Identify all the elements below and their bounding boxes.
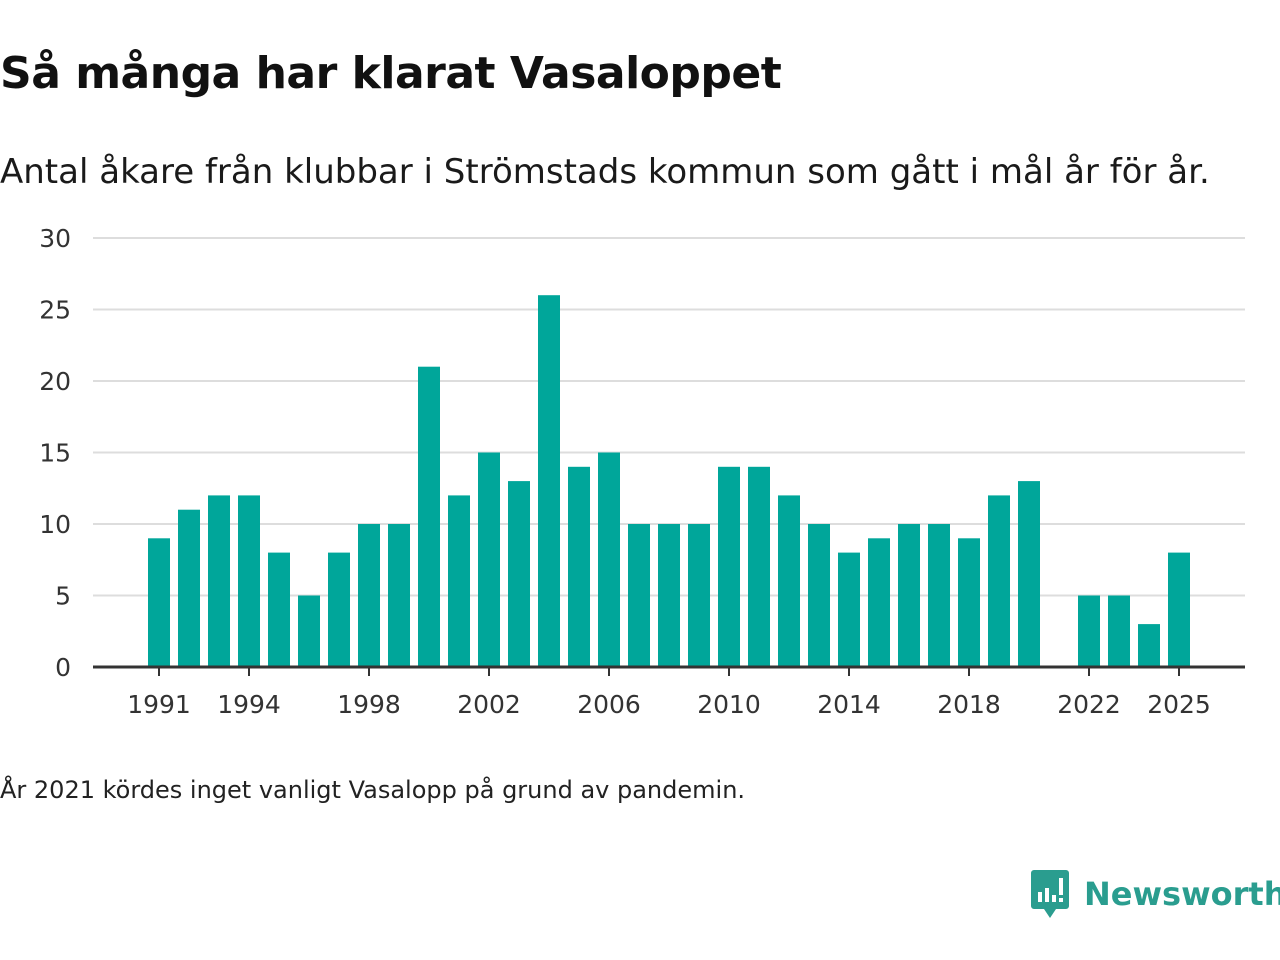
- x-tick-label: 2010: [697, 690, 761, 719]
- bar: [1168, 552, 1190, 667]
- bar: [508, 481, 530, 667]
- bar: [1138, 624, 1160, 667]
- bar: [478, 452, 500, 667]
- bar: [298, 595, 320, 667]
- x-tick-label: 2002: [457, 690, 521, 719]
- y-tick-label: 15: [39, 439, 71, 468]
- y-tick-label: 0: [55, 653, 71, 682]
- bar: [598, 452, 620, 667]
- x-tick-label: 2025: [1147, 690, 1211, 719]
- bar: [268, 552, 290, 667]
- bar: [748, 466, 770, 667]
- x-tick-label: 2018: [937, 690, 1001, 719]
- y-tick-label: 10: [39, 510, 71, 539]
- y-tick-label: 20: [39, 367, 71, 396]
- bar: [868, 538, 890, 667]
- bar: [898, 524, 920, 667]
- brand-logo: Newsworthy: [1030, 868, 1280, 920]
- bar: [1078, 595, 1100, 667]
- footnote: År 2021 kördes inget vanligt Vasalopp på…: [0, 776, 746, 804]
- chart-subtitle: Antal åkare från klubbar i Strömstads ko…: [0, 152, 1210, 192]
- bar: [1108, 595, 1130, 667]
- x-tick-label: 2022: [1057, 690, 1121, 719]
- bar: [208, 495, 230, 667]
- bar: [328, 552, 350, 667]
- bar: [658, 524, 680, 667]
- y-tick-label: 25: [39, 296, 71, 325]
- bar: [1018, 481, 1040, 667]
- y-tick-label: 30: [39, 224, 71, 253]
- bar: [448, 495, 470, 667]
- newsworthy-logo-icon: [1031, 870, 1069, 918]
- x-tick-label: 2006: [577, 690, 641, 719]
- brand-name: Newsworthy: [1084, 875, 1280, 913]
- bar: [838, 552, 860, 667]
- bar: [808, 524, 830, 667]
- bar: [238, 495, 260, 667]
- bar: [388, 524, 410, 667]
- x-tick-label: 1994: [217, 690, 281, 719]
- bar: [358, 524, 380, 667]
- bar: [178, 509, 200, 667]
- bar: [148, 538, 170, 667]
- bar: [538, 295, 560, 667]
- x-tick-label: 2014: [817, 690, 881, 719]
- bar: [928, 524, 950, 667]
- x-tick-label: 1998: [337, 690, 401, 719]
- chart-title: Så många har klarat Vasaloppet: [0, 48, 782, 99]
- bar: [958, 538, 980, 667]
- bar: [568, 466, 590, 667]
- bar: [718, 466, 740, 667]
- bar: [988, 495, 1010, 667]
- bar: [778, 495, 800, 667]
- y-tick-label: 5: [55, 582, 71, 611]
- bar: [418, 366, 440, 667]
- bar: [688, 524, 710, 667]
- x-tick-label: 1991: [127, 690, 191, 719]
- bar: [628, 524, 650, 667]
